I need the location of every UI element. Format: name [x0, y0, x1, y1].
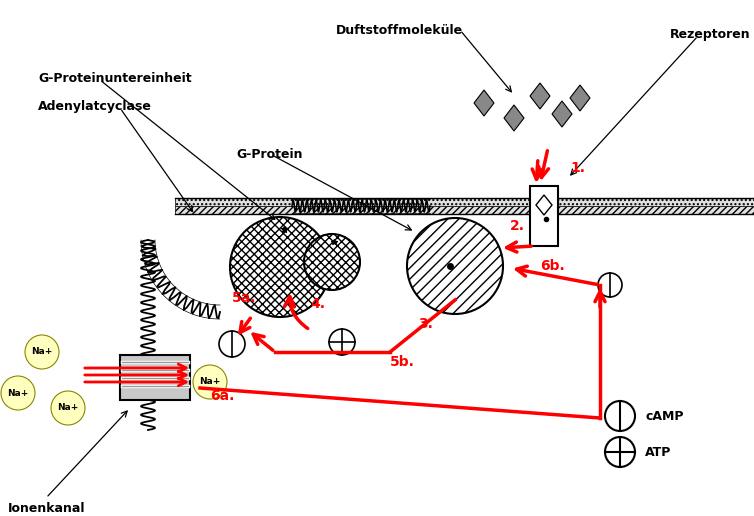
Text: 1.: 1. [570, 161, 585, 175]
Text: Na+: Na+ [8, 389, 29, 397]
Text: Na+: Na+ [199, 378, 221, 386]
Circle shape [598, 273, 622, 297]
Circle shape [230, 217, 330, 317]
Text: 6b.: 6b. [540, 259, 565, 273]
Circle shape [605, 437, 635, 467]
Text: 5b.: 5b. [390, 355, 415, 369]
Bar [175, 198, 754, 206]
Polygon shape [536, 195, 552, 215]
Circle shape [304, 234, 360, 290]
Bar [120, 355, 190, 400]
Circle shape [605, 401, 635, 431]
Text: G-Proteinuntereinheit: G-Proteinuntereinheit [38, 72, 192, 85]
Polygon shape [530, 83, 550, 109]
Text: Na+: Na+ [57, 404, 78, 412]
Text: Adenylatcyclase: Adenylatcyclase [38, 100, 152, 113]
Circle shape [25, 335, 59, 369]
Circle shape [193, 365, 227, 399]
Text: Na+: Na+ [32, 347, 53, 357]
Bar [530, 186, 558, 246]
Text: cAMP: cAMP [645, 410, 683, 423]
Circle shape [407, 218, 503, 314]
Text: 3.: 3. [418, 317, 433, 331]
Circle shape [329, 329, 355, 355]
Text: Rezeptoren: Rezeptoren [670, 28, 751, 41]
Text: 6a.: 6a. [210, 389, 234, 403]
Text: 4.: 4. [310, 297, 325, 311]
Polygon shape [474, 90, 494, 116]
Polygon shape [552, 101, 572, 127]
Text: Duftstoffmoleküle: Duftstoffmoleküle [336, 24, 463, 37]
Text: ATP: ATP [645, 445, 671, 459]
Text: 5a.: 5a. [232, 291, 256, 305]
Text: 2.: 2. [510, 219, 525, 233]
Circle shape [1, 376, 35, 410]
Circle shape [219, 331, 245, 357]
Bar [175, 206, 754, 214]
Text: Ionenkanal: Ionenkanal [8, 502, 85, 515]
Polygon shape [570, 85, 590, 111]
Circle shape [51, 391, 85, 425]
Text: G-Protein: G-Protein [236, 148, 302, 161]
Polygon shape [504, 105, 524, 131]
